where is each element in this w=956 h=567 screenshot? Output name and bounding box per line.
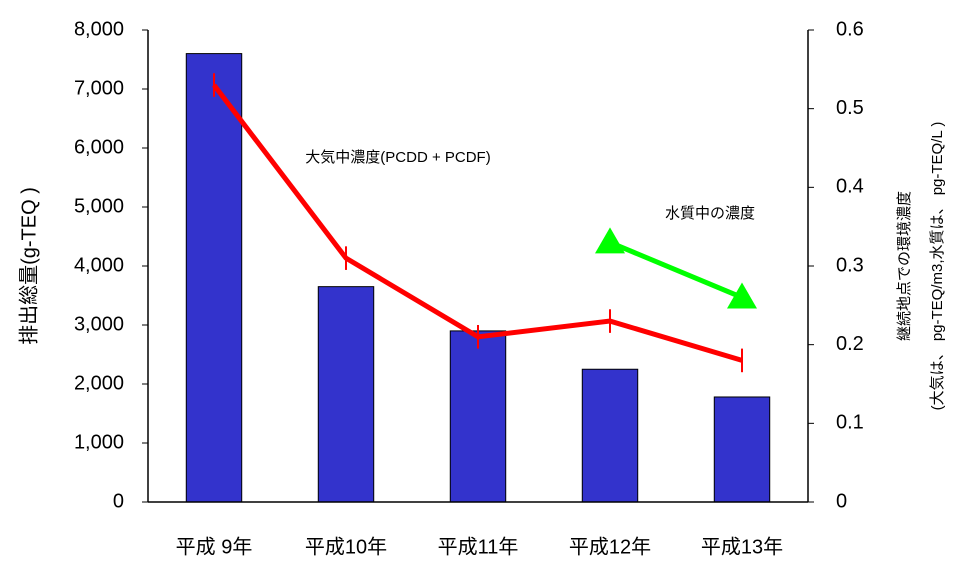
y2-tick-label: 0 bbox=[836, 490, 847, 512]
y2-tick-label: 0.6 bbox=[836, 18, 864, 40]
bar bbox=[317, 286, 375, 503]
x-tick-label: 平成13年 bbox=[701, 535, 783, 558]
y-tick-label: 5,000 bbox=[74, 195, 124, 217]
y2-tick-label: 0.5 bbox=[836, 97, 864, 119]
bar bbox=[713, 396, 771, 503]
y2-axis-label: (大気は、 pg-TEQ/m3,水質は、 pg-TEQ/L ) bbox=[928, 122, 946, 411]
line bbox=[609, 240, 743, 300]
y2-tick-label: 0.1 bbox=[836, 412, 864, 434]
y2-axis-label: 継続地点での環境濃度 bbox=[895, 191, 913, 341]
y-tick-label: 2,000 bbox=[74, 372, 124, 394]
y-tick-label: 8,000 bbox=[74, 18, 124, 40]
y-tick-label: 7,000 bbox=[74, 77, 124, 99]
annotation: 大気中濃度(PCDD + PCDF) bbox=[305, 149, 490, 166]
y-tick-label: 3,000 bbox=[74, 313, 124, 335]
y-tick-label: 0 bbox=[113, 490, 124, 512]
bar bbox=[185, 53, 243, 503]
y-tick-label: 6,000 bbox=[74, 136, 124, 158]
annotation: 水質中の濃度 bbox=[665, 204, 755, 222]
x-tick-label: 平成10年 bbox=[305, 535, 387, 558]
marker bbox=[727, 282, 757, 309]
bar bbox=[449, 330, 507, 503]
line bbox=[212, 83, 743, 363]
y-tick-label: 4,000 bbox=[74, 254, 124, 276]
bar bbox=[581, 368, 639, 503]
y2-tick-label: 0.2 bbox=[836, 333, 864, 355]
y2-tick-label: 0.3 bbox=[836, 254, 864, 276]
y-tick-label: 1,000 bbox=[74, 431, 124, 453]
y-axis-label: 排出総量(g-TEQ ) bbox=[17, 187, 40, 345]
x-tick-label: 平成11年 bbox=[438, 535, 519, 558]
x-tick-label: 平成12年 bbox=[569, 535, 651, 558]
marker bbox=[595, 227, 625, 254]
x-tick-label: 平成 9年 bbox=[176, 535, 253, 558]
y2-tick-label: 0.4 bbox=[836, 176, 864, 198]
